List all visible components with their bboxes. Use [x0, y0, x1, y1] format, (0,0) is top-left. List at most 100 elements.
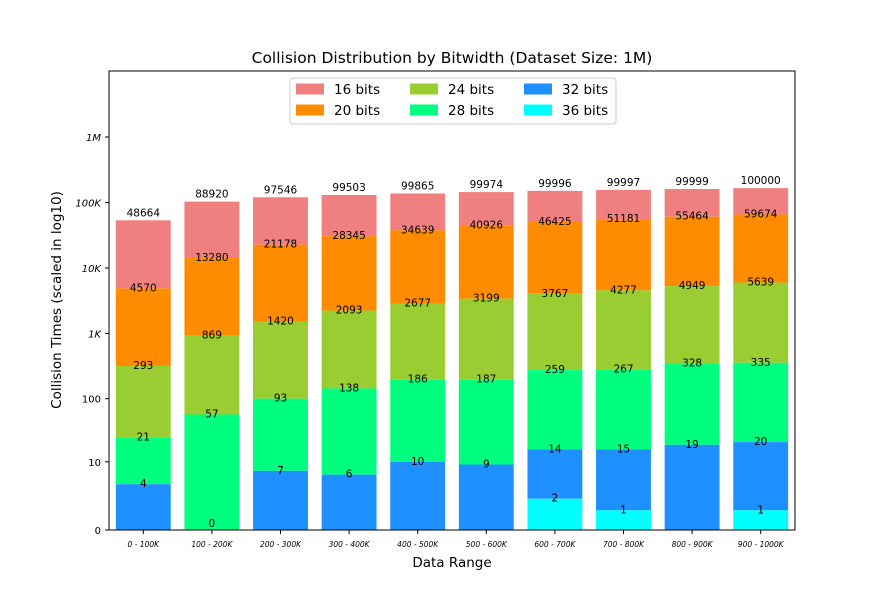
bar-label-200-300k-16-bits: 97546 [264, 184, 298, 196]
bar-0-100k-16-bits [115, 220, 171, 289]
bar-label-400-500k-32-bits: 10 [411, 456, 424, 468]
y-tick-label-1m: 1M [86, 133, 101, 144]
bar-label-900-1000k-24-bits: 5639 [747, 277, 774, 289]
bar-label-900-1000k-16-bits: 100000 [741, 175, 781, 187]
bar-900-1000k-36-bits [733, 510, 789, 530]
y-tick-label-10: 10 [88, 458, 101, 469]
bar-300-400k-16-bits [321, 195, 377, 237]
x-tick-label-800-900k: 800 - 900K [672, 540, 714, 549]
bar-600-700k-24-bits [527, 293, 583, 371]
bar-label-400-500k-16-bits: 99865 [401, 180, 434, 192]
y-tick-label-10k: 10K [82, 264, 103, 275]
bar-0-100k-32-bits [115, 484, 171, 530]
y-tick-label-100k: 100K [75, 198, 102, 209]
x-tick-label-100-200k: 100 - 200K [191, 540, 233, 549]
x-axis-label: Data Range [412, 555, 491, 571]
bar-600-700k-28-bits [527, 370, 583, 450]
bar-label-500-600k-24-bits: 3199 [473, 293, 500, 305]
bar-label-500-600k-28-bits: 187 [476, 374, 496, 386]
bar-label-800-900k-28-bits: 328 [682, 358, 702, 370]
bar-label-700-800k-28-bits: 267 [613, 363, 633, 375]
bar-200-300k-24-bits [253, 321, 308, 399]
bar-400-500k-24-bits [390, 303, 446, 380]
bar-700-800k-16-bits [596, 189, 651, 220]
bar-900-1000k-32-bits [733, 442, 789, 511]
bar-700-800k-36-bits [596, 510, 651, 530]
bar-label-700-800k-36-bits: 1 [620, 504, 627, 516]
bar-label-300-400k-24-bits: 2093 [336, 305, 363, 317]
bar-labels-layer: 4866445702932148892013280869570975462117… [127, 175, 781, 530]
bar-label-300-400k-32-bits: 6 [346, 469, 353, 481]
x-tick-label-400-500k: 400 - 500K [397, 540, 439, 549]
bar-label-0-100k-16-bits: 48664 [127, 207, 161, 219]
bar-label-500-600k-20-bits: 40926 [470, 220, 504, 232]
bar-100-200k-20-bits [184, 258, 240, 336]
y-tick-label-1k: 1K [88, 329, 102, 340]
bar-500-600k-32-bits [458, 464, 514, 530]
legend-swatch-24-bits [410, 83, 438, 95]
bar-600-700k-32-bits [527, 449, 583, 499]
bar-500-600k-16-bits [458, 192, 514, 226]
bar-900-1000k-16-bits [733, 188, 789, 215]
bar-label-500-600k-16-bits: 99974 [470, 179, 504, 191]
bar-label-900-1000k-36-bits: 1 [757, 504, 764, 516]
x-tick-label-500-600k: 500 - 600K [466, 540, 508, 549]
bar-900-1000k-20-bits [733, 214, 789, 283]
legend-label-32-bits: 32 bits [562, 82, 608, 98]
bar-400-500k-16-bits [390, 193, 446, 231]
bar-300-400k-20-bits [321, 236, 377, 311]
x-tick-label-0-100k: 0 - 100K [128, 540, 161, 549]
chart-title: Collision Distribution by Bitwidth (Data… [252, 49, 653, 67]
legend-swatch-32-bits [524, 83, 552, 95]
bar-400-500k-20-bits [390, 230, 446, 304]
bar-label-300-400k-20-bits: 28345 [332, 230, 365, 242]
bar-label-0-100k-28-bits: 21 [137, 431, 150, 443]
bar-label-700-800k-20-bits: 51181 [607, 213, 640, 225]
bar-label-700-800k-16-bits: 99997 [607, 177, 640, 189]
bar-800-900k-28-bits [664, 363, 720, 445]
legend-swatch-20-bits [296, 104, 324, 116]
legend-swatch-36-bits [524, 104, 552, 116]
bar-label-0-100k-32-bits: 4 [140, 478, 147, 490]
bar-600-700k-16-bits [527, 190, 583, 222]
bar-label-900-1000k-20-bits: 59674 [744, 208, 778, 220]
x-tick-label-700-800k: 700 - 800K [603, 540, 645, 549]
bar-label-800-900k-20-bits: 55464 [675, 211, 709, 223]
bar-label-100-200k-20-bits: 13280 [195, 252, 228, 264]
bar-label-600-700k-36-bits: 2 [552, 493, 559, 505]
bar-label-700-800k-32-bits: 15 [617, 443, 630, 455]
bar-label-200-300k-20-bits: 21178 [264, 239, 297, 251]
bar-900-1000k-28-bits [733, 362, 789, 443]
bar-300-400k-24-bits [321, 310, 377, 389]
bar-800-900k-16-bits [664, 188, 720, 217]
bar-200-300k-28-bits [253, 398, 308, 471]
bar-label-300-400k-16-bits: 99503 [332, 182, 365, 194]
bar-800-900k-20-bits [664, 216, 720, 287]
bar-label-800-900k-16-bits: 99999 [675, 176, 708, 188]
legend-label-36-bits: 36 bits [562, 103, 608, 119]
bars-layer [115, 188, 789, 530]
bar-0-100k-24-bits [115, 366, 171, 438]
bar-300-400k-32-bits [321, 474, 377, 530]
legend-label-20-bits: 20 bits [334, 103, 380, 119]
bar-700-800k-24-bits [596, 290, 651, 370]
x-tick-label-200-300k: 200 - 300K [260, 540, 302, 549]
bar-0-100k-28-bits [115, 437, 171, 485]
legend-label-24-bits: 24 bits [448, 82, 494, 98]
legend-swatch-28-bits [410, 104, 438, 116]
bar-100-200k-16-bits [184, 201, 240, 259]
bar-label-400-500k-24-bits: 2677 [404, 297, 431, 309]
legend: 16 bits 20 bits 24 bits 28 bits 32 bits 36 bi… [289, 77, 617, 125]
x-axis: 0 - 100K 100 - 200K 200 - 300K 300 - 400K 40… [128, 530, 785, 549]
bar-500-600k-28-bits [458, 379, 514, 465]
plot-frame [108, 70, 796, 531]
bar-label-100-200k-24-bits: 869 [202, 330, 222, 342]
bar-label-700-800k-24-bits: 4277 [610, 284, 637, 296]
bar-label-600-700k-24-bits: 3767 [542, 288, 569, 300]
bar-label-900-1000k-32-bits: 20 [754, 436, 767, 448]
bar-200-300k-16-bits [253, 197, 308, 245]
x-tick-label-300-400k: 300 - 400K [329, 540, 371, 549]
bar-label-400-500k-20-bits: 34639 [401, 224, 434, 236]
bar-label-0-100k-24-bits: 293 [133, 360, 153, 372]
